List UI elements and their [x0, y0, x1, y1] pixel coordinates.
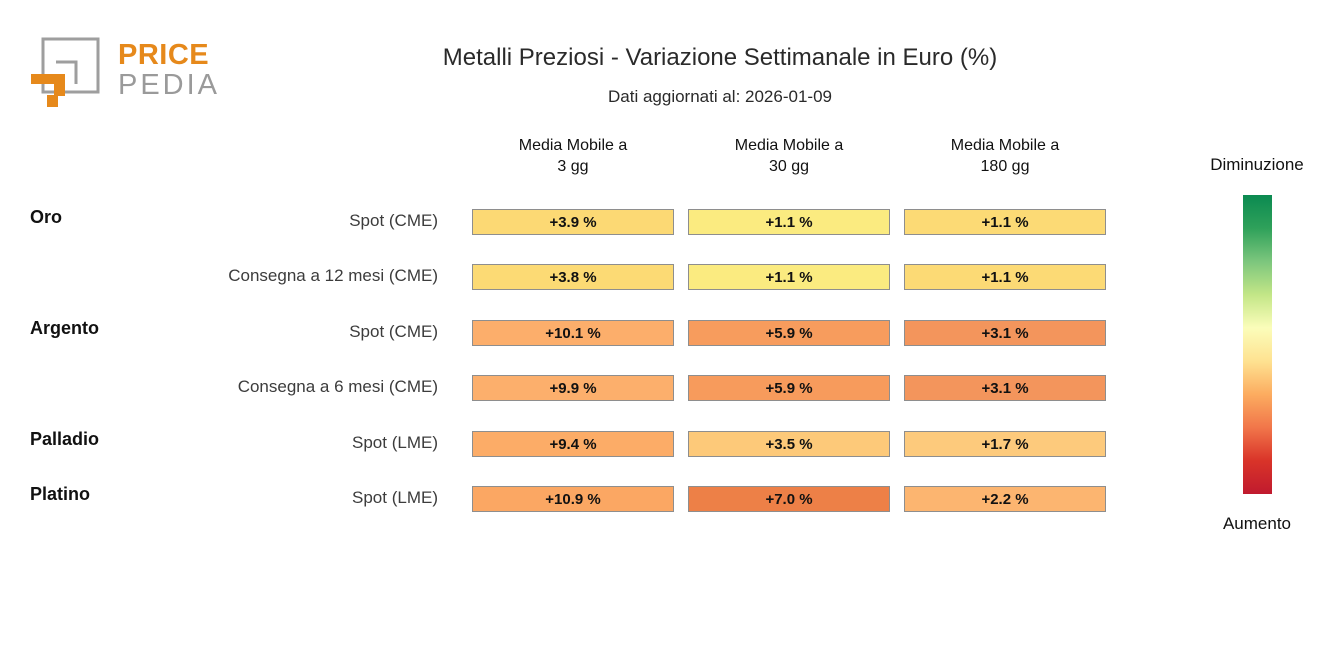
column-header-180gg: Media Mobile a 180 gg [950, 137, 1060, 175]
heatmap-cell: +9.9 % [472, 375, 674, 401]
table-row: Palladio Spot (LME) +9.4 % +3.5 % +1.7 % [0, 429, 1320, 458]
table-row: Platino Spot (LME) +10.9 % +7.0 % +2.2 % [0, 484, 1320, 513]
heatmap-cell: +10.1 % [472, 320, 674, 346]
row-label: Consegna a 6 mesi (CME) [237, 377, 438, 396]
colorbar-bottom-label: Aumento [1222, 514, 1292, 533]
row-group-label-palladio: Palladio [30, 429, 100, 449]
logo-word-pedia: PEDIA [118, 69, 221, 102]
column-header-30gg: Media Mobile a 30 gg [734, 137, 844, 175]
row-label: Spot (CME) [349, 211, 438, 230]
heatmap-cell: +1.1 % [688, 209, 890, 235]
heatmap-cell: +3.9 % [472, 209, 674, 235]
heatmap-cell: +7.0 % [688, 486, 890, 512]
heatmap-cell: +3.8 % [472, 264, 674, 290]
colorbar-top-label: Diminuzione [1210, 155, 1304, 174]
heatmap-cell: +5.9 % [688, 320, 890, 346]
heatmap-cell: +1.1 % [688, 264, 890, 290]
row-group-label-platino: Platino [30, 484, 91, 504]
row-label: Spot (CME) [349, 322, 438, 341]
row-group-label-argento: Argento [30, 318, 99, 338]
heatmap-cell: +3.5 % [688, 431, 890, 457]
table-row: Consegna a 6 mesi (CME) +9.9 % +5.9 % +3… [0, 375, 1320, 402]
column-header-3gg: Media Mobile a 3 gg [518, 137, 628, 175]
row-label: Spot (LME) [352, 488, 438, 507]
row-label: Consegna a 12 mesi (CME) [228, 266, 438, 285]
pricepedia-logo-icon [31, 37, 100, 107]
heatmap-cell: +3.1 % [904, 320, 1106, 346]
chart-title: Metalli Preziosi - Variazione Settimanal… [442, 44, 998, 71]
row-label: Spot (LME) [352, 433, 438, 452]
table-row: Argento Spot (CME) +10.1 % +5.9 % +3.1 % [0, 318, 1320, 347]
pricepedia-logo: PRICE PEDIA [30, 28, 220, 112]
heatmap-cell: +3.1 % [904, 375, 1106, 401]
logo-word-price: PRICE [118, 39, 210, 71]
colorbar-gradient [1243, 195, 1272, 494]
heatmap-cell: +1.1 % [904, 209, 1106, 235]
heatmap-cell: +1.1 % [904, 264, 1106, 290]
heatmap-cell: +1.7 % [904, 431, 1106, 457]
heatmap-cell: +9.4 % [472, 431, 674, 457]
heatmap-cell: +2.2 % [904, 486, 1106, 512]
chart-subtitle: Dati aggiornati al: 2026-01-09 [608, 87, 832, 106]
pricepedia-logo-text: PRICE PEDIA [118, 40, 220, 101]
table-row: Oro Spot (CME) +3.9 % +1.1 % +1.1 % [0, 207, 1320, 236]
table-row: Consegna a 12 mesi (CME) +3.8 % +1.1 % +… [0, 264, 1320, 291]
heatmap-cell: +5.9 % [688, 375, 890, 401]
row-group-label-oro: Oro [30, 207, 63, 227]
heatmap-cell: +10.9 % [472, 486, 674, 512]
